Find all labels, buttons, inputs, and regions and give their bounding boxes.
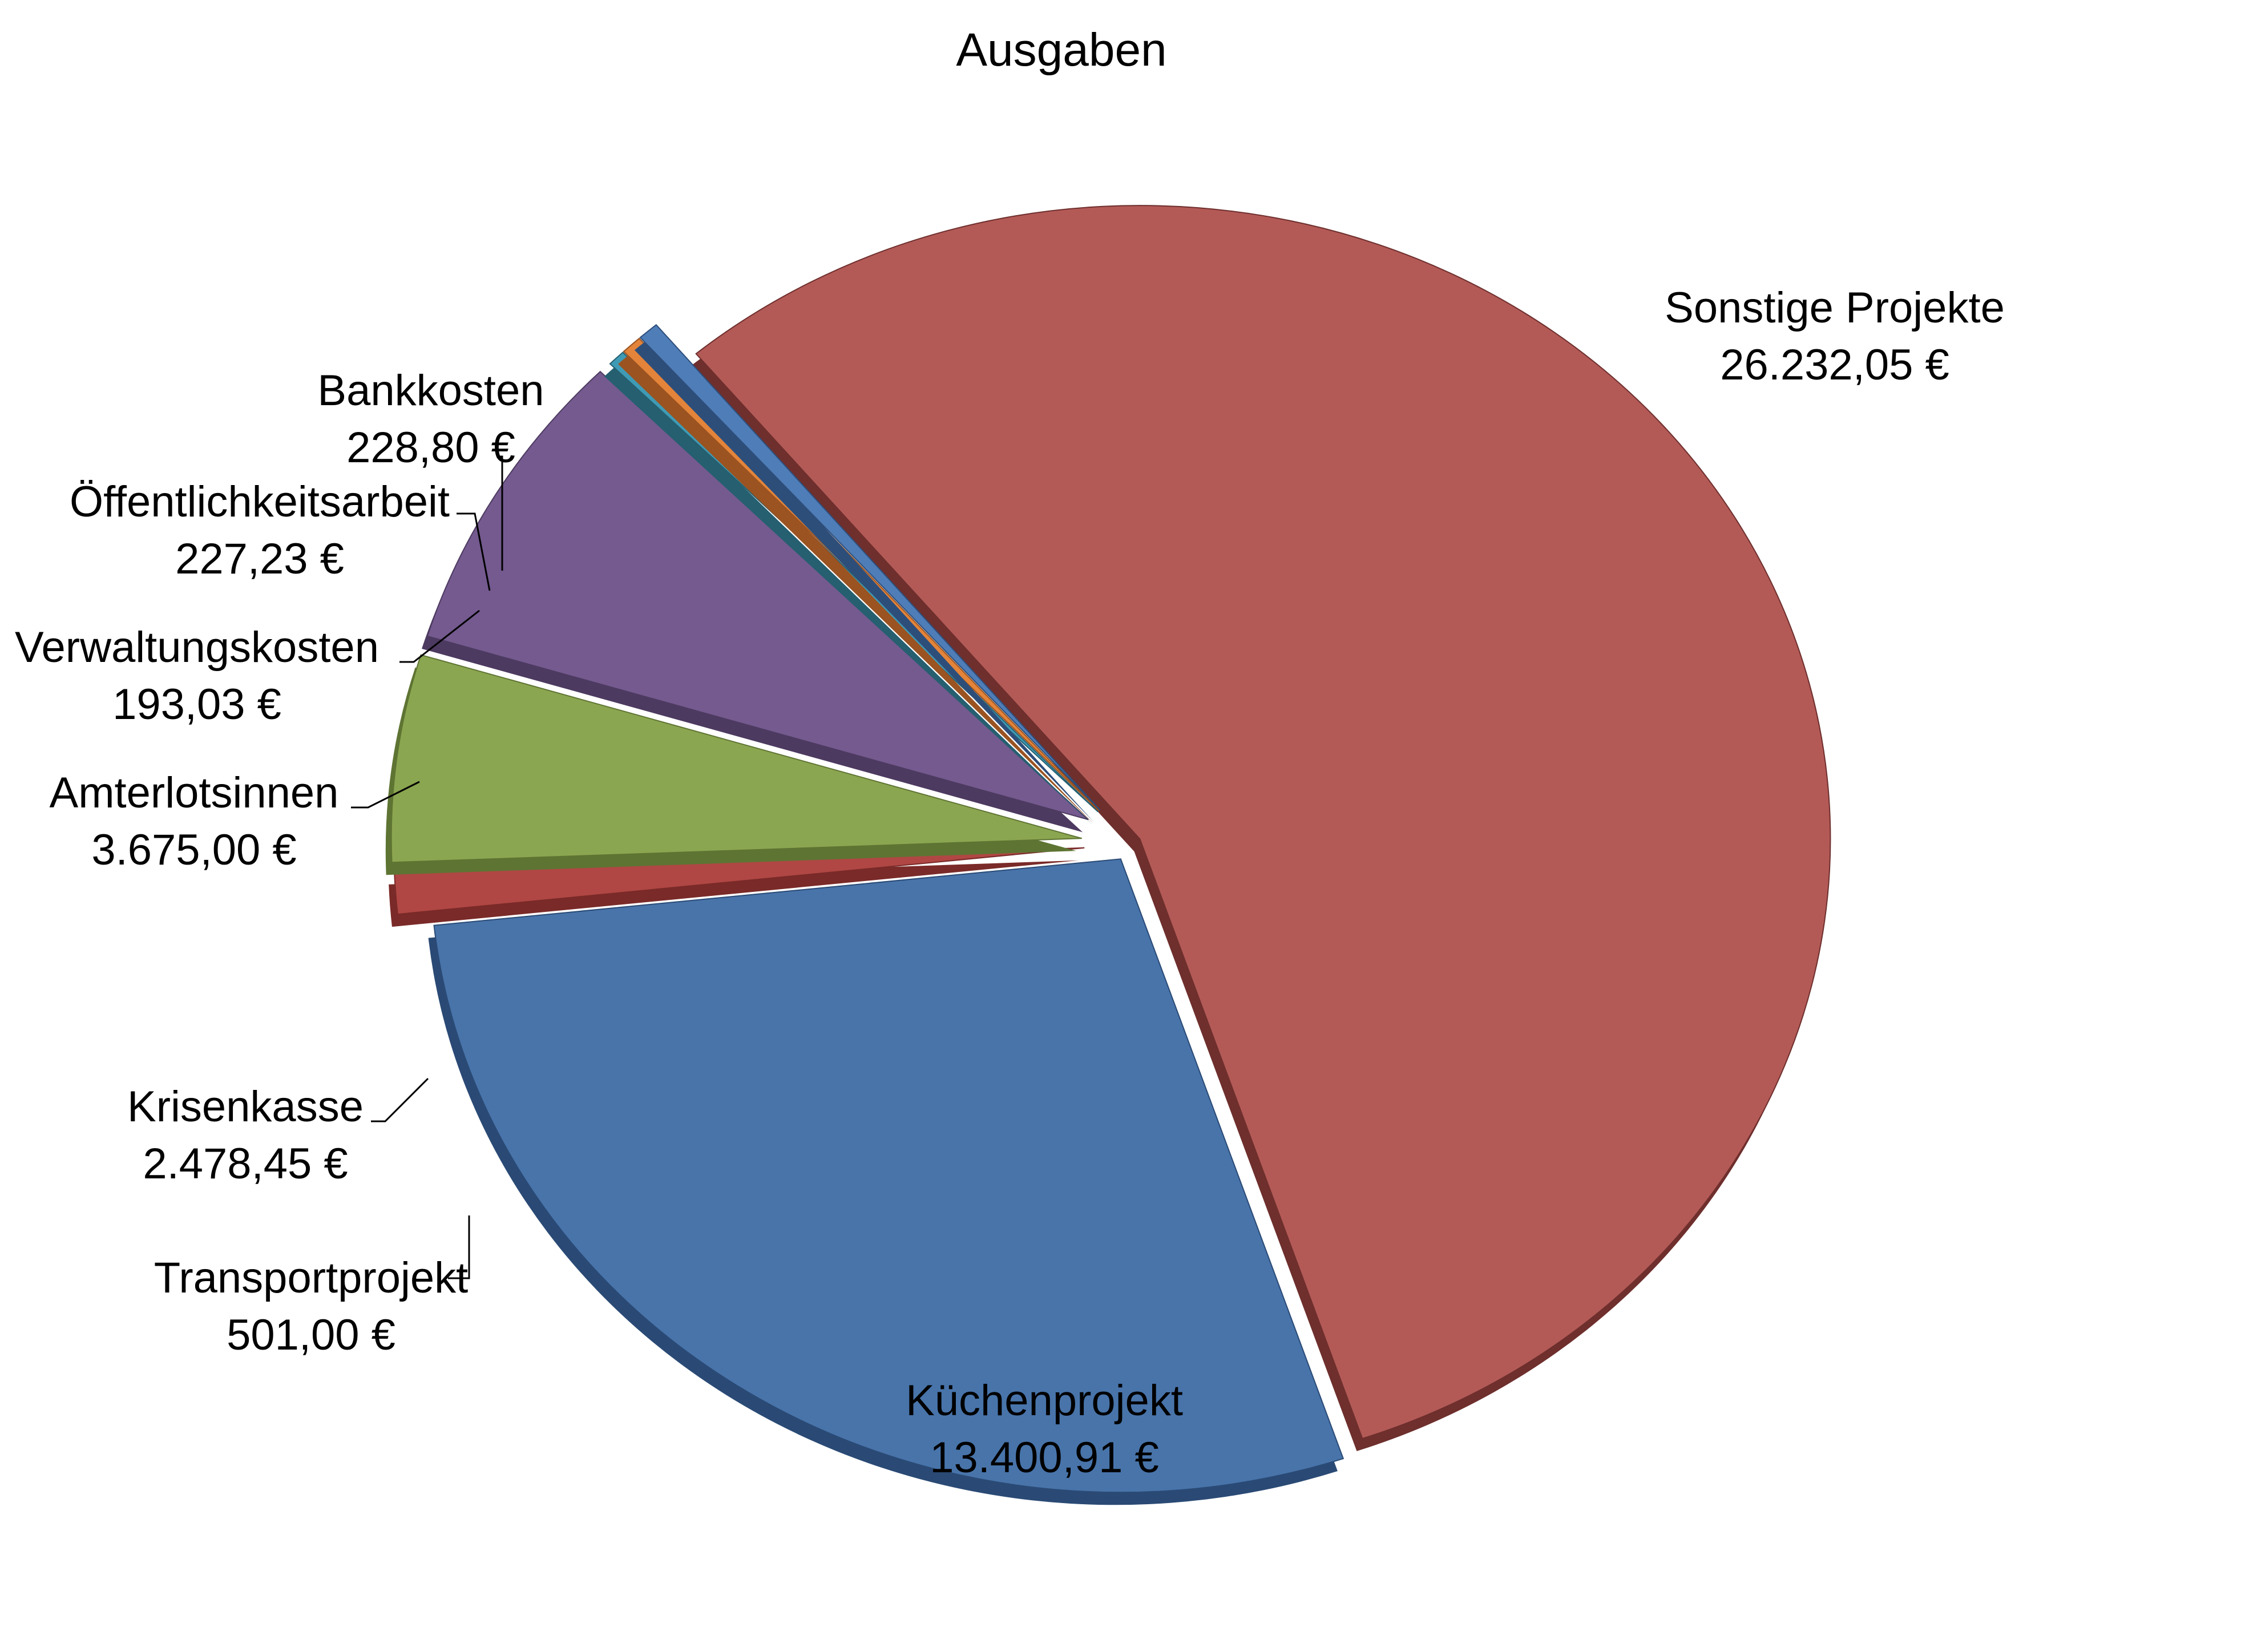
chart-title: Ausgaben	[956, 24, 1166, 76]
leader-line	[351, 781, 420, 809]
slice-label-name: Transportprojekt	[154, 1254, 469, 1302]
pie-slice-top	[426, 370, 1089, 821]
leader-line	[448, 1215, 470, 1279]
slice-label-value: 2.478,45 €	[143, 1140, 348, 1188]
slice-label-name: Bankkosten	[317, 366, 544, 415]
pie-slice-5	[422, 370, 1089, 833]
pie-slices	[385, 205, 1831, 1505]
slice-labels: Sonstige Projekte 26.232,05 € Küchenprojek…	[15, 284, 2005, 1482]
leader-line	[399, 609, 480, 663]
slice-label-name: Amterlotsinnen	[50, 769, 339, 817]
pie-slice-2	[428, 858, 1344, 1505]
pie-slice-top	[390, 654, 1082, 863]
slice-label: Bankkosten 228,80 €	[317, 366, 544, 472]
slice-label-value: 193,03 €	[112, 680, 281, 729]
slice-label-value: 3.675,00 €	[91, 826, 296, 874]
slice-label-value: 501,00 €	[227, 1311, 395, 1359]
pie-slice-1	[690, 205, 1831, 1451]
pie-slice-side	[618, 351, 1093, 824]
slice-label: Krisenkasse 2.478,45 €	[127, 1083, 364, 1188]
pie-slice-side	[604, 365, 1093, 825]
slice-label: Verwaltungskosten 193,03 €	[15, 623, 379, 729]
slice-label-name: Sonstige Projekte	[1665, 284, 2005, 332]
pie-slice-side	[389, 860, 1079, 927]
slice-label: Transportprojekt 501,00 €	[154, 1254, 469, 1359]
slice-label-value: 13.400,91 €	[930, 1433, 1159, 1482]
slice-label-value: 227,23 €	[175, 535, 344, 583]
leader-line	[496, 455, 503, 571]
slice-label: Küchenprojekt 13.400,91 €	[906, 1376, 1183, 1482]
slice-label: Amterlotsinnen 3.675,00 €	[50, 769, 339, 874]
leader-line	[457, 512, 491, 591]
slice-label-value: 228,80 €	[346, 423, 515, 472]
slice-label: Öffentlichkeitsarbeit 227,23 €	[70, 478, 450, 583]
slice-label-value: 26.232,05 €	[1720, 341, 1949, 389]
leader-lines	[351, 455, 503, 1279]
slice-label-name: Küchenprojekt	[906, 1376, 1183, 1425]
slice-label-name: Öffentlichkeitsarbeit	[70, 478, 450, 526]
pie-slice-side	[634, 337, 1095, 823]
slice-label-name: Verwaltungskosten	[15, 623, 379, 672]
pie-slice-4	[385, 654, 1082, 875]
pie-slice-top	[639, 324, 1101, 811]
pie-slice-8	[634, 324, 1101, 823]
slice-label: Sonstige Projekte 26.232,05 €	[1665, 284, 2005, 389]
pie-slice-top	[695, 205, 1831, 1440]
slice-label-name: Krisenkasse	[127, 1083, 364, 1131]
leader-line	[371, 1077, 429, 1122]
pie-slice-top	[433, 858, 1344, 1493]
